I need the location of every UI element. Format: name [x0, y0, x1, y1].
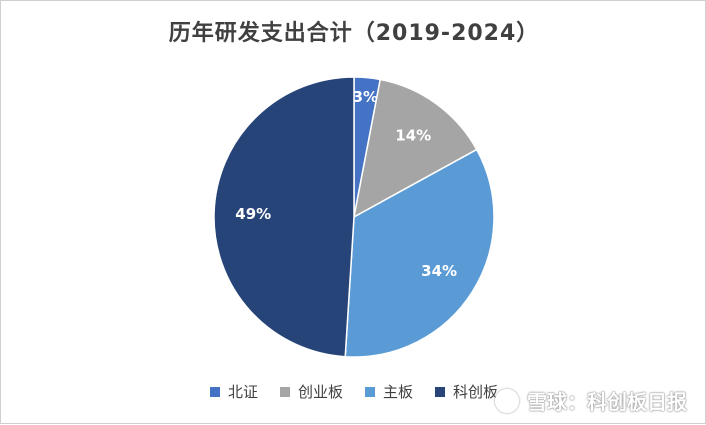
- pie-slice-2: [352, 78, 478, 219]
- watermark: 雪球：科创板日报: [495, 386, 687, 415]
- legend-item-3: 主板: [365, 381, 413, 402]
- data-label-2: 14%: [395, 126, 431, 144]
- snowball-logo-icon: [495, 388, 519, 413]
- legend-label: 创业板: [297, 383, 343, 401]
- pie-slice-3: [344, 148, 495, 358]
- legend-label: 科创板: [453, 383, 499, 401]
- chart-legend: 北证 创业板 主板 科创板: [1, 381, 706, 402]
- watermark-text: 雪球：科创板日报: [527, 390, 687, 414]
- legend-item-1: 北证: [209, 381, 258, 402]
- pie-slice-4: [213, 76, 355, 358]
- legend-item-2: 创业板: [279, 381, 343, 402]
- chart-title: 历年研发支出合计（2019-2024）: [168, 21, 540, 46]
- legend-label: 北证: [227, 383, 258, 401]
- legend-item-4: 科创板: [435, 381, 498, 402]
- legend-swatch: [365, 386, 375, 397]
- data-label-3: 34%: [421, 262, 457, 280]
- legend-swatch: [435, 386, 446, 397]
- data-label-1: 3%: [353, 88, 378, 106]
- legend-label: 主板: [383, 383, 414, 401]
- data-label-4: 49%: [235, 205, 271, 223]
- legend-swatch: [209, 386, 220, 397]
- legend-swatch: [279, 386, 290, 397]
